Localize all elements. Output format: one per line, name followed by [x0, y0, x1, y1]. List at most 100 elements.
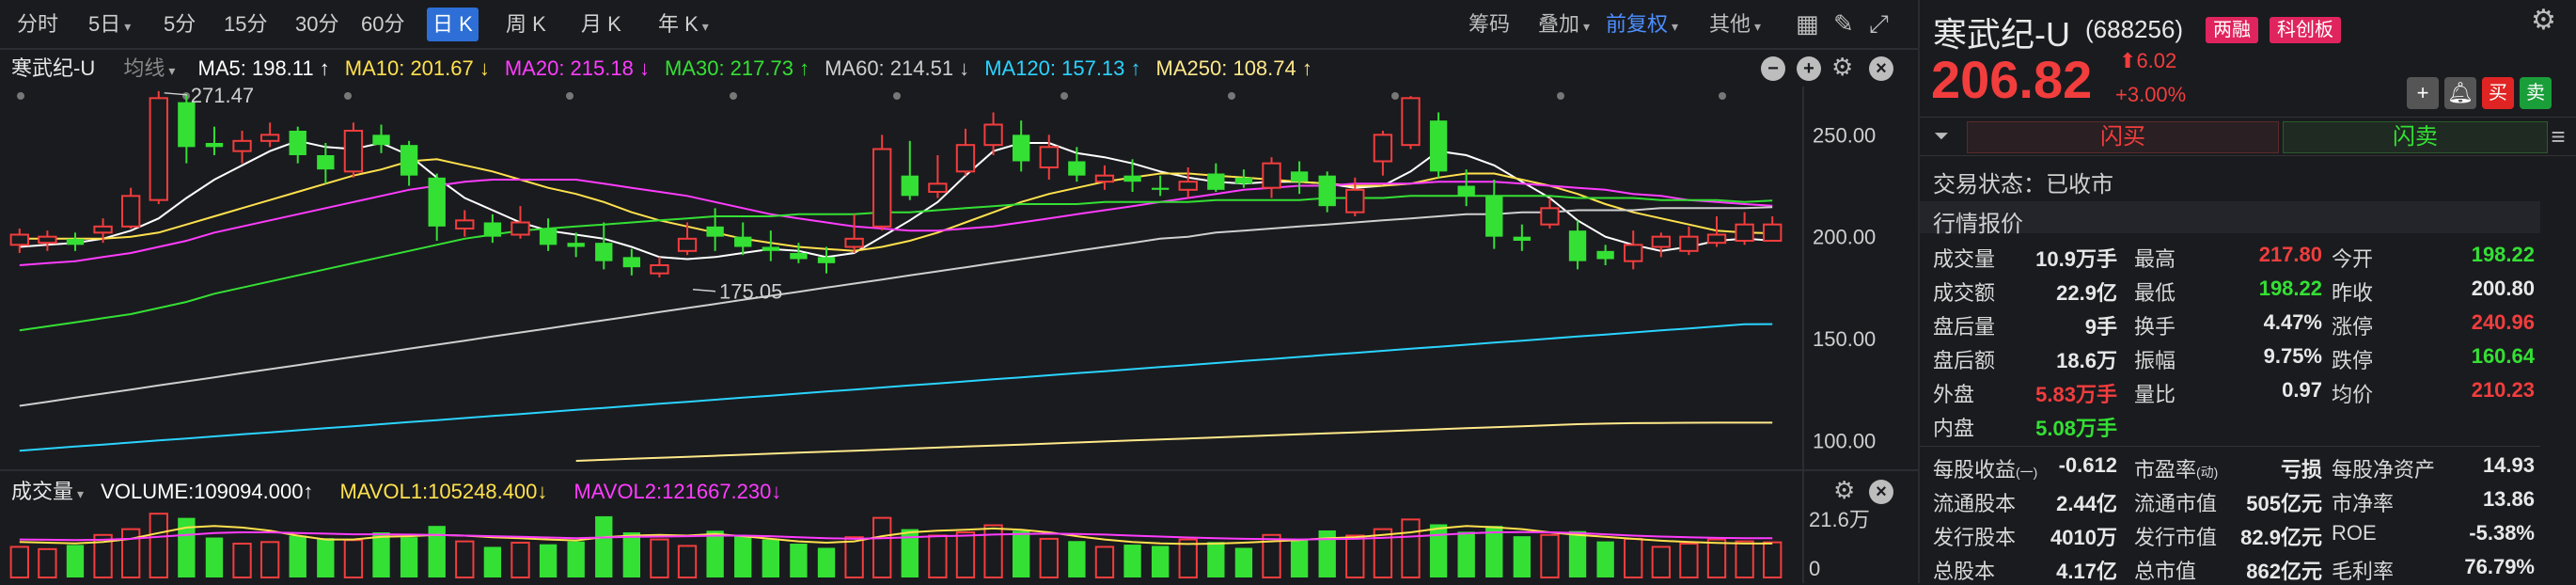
- finance-value: 14.93: [2482, 453, 2535, 477]
- event-dot: [1719, 92, 1726, 100]
- period-tab-4[interactable]: 30分: [295, 12, 339, 36]
- finance-value: -5.38%: [2469, 521, 2535, 545]
- finance-label: 总股本: [1933, 560, 1996, 583]
- quote-label: 跌停: [2332, 349, 2374, 372]
- price-change-pct: +3.00%: [2115, 83, 2187, 106]
- period-tab-1[interactable]: 5日 ▾: [88, 12, 132, 36]
- finance-label: 毛利率: [2332, 560, 2395, 583]
- ma-legend-item-1: MA10: 201.67 ↓: [344, 56, 490, 80]
- candle-body: [93, 225, 113, 234]
- volume-bar: [232, 543, 252, 578]
- close-chart-icon[interactable]: ×: [1869, 56, 1893, 81]
- candle-body: [455, 219, 475, 229]
- ma-line-ma5: [19, 139, 1773, 261]
- candle-body: [650, 264, 669, 275]
- panel-settings-gear-icon[interactable]: ⚙: [2531, 5, 2556, 36]
- trade-status: 交易状态：已收市: [1933, 172, 2113, 198]
- period-tab-6[interactable]: 日 K: [427, 8, 479, 41]
- volume-settings-gear-icon[interactable]: ⚙: [1833, 476, 1856, 504]
- finance-label: 发行股本: [1933, 526, 2017, 549]
- zoom-in-icon[interactable]: +: [1797, 56, 1821, 81]
- volume-bar: [622, 532, 641, 577]
- toolbar-option-2[interactable]: 前复权 ▾: [1606, 12, 1679, 36]
- vol-legend-item-1: MAVOL1:105248.400↓: [339, 480, 548, 503]
- finance-label: 流通股本: [1933, 492, 2017, 515]
- ma-line-ma20: [19, 179, 1773, 266]
- period-toolbar: 分时 5日 ▾ 5分 15分 30分 60分日 K 周 K 月 K 年 K ▾ 筹码 叠加 ▾ 前复权 ▾ 其他…: [0, 0, 1918, 49]
- buy-button[interactable]: 买: [2482, 77, 2514, 109]
- sell-button[interactable]: 卖: [2520, 77, 2552, 109]
- chart-settings-gear-icon[interactable]: ⚙: [1831, 53, 1854, 81]
- flash-sell-button[interactable]: 闪卖: [2283, 121, 2548, 153]
- candle-body: [1318, 175, 1336, 207]
- close-volume-icon[interactable]: ×: [1869, 480, 1893, 504]
- collapse-icon[interactable]: ⏷: [1934, 126, 1949, 147]
- toolbar-option-0[interactable]: 筹码: [1469, 12, 1511, 36]
- quote-panel: 寒武纪-U (688256) 两融 科创板 ⚙ 206.82 ⬆6.02 +3.…: [1918, 0, 2576, 583]
- flash-buy-button[interactable]: 闪买: [1967, 121, 2279, 153]
- candle-body: [595, 243, 613, 261]
- quote-value: 10.9万手: [2035, 247, 2117, 271]
- quote-label: 外盘: [1933, 383, 1975, 406]
- quote-value: 9手: [2084, 315, 2117, 339]
- volume-bar: [1262, 533, 1281, 578]
- finance-value: 4.17亿: [2056, 560, 2117, 583]
- kline-chart-area[interactable]: 100.00 150.00 200.00 250.00 271.47 175.05 21.6…: [0, 0, 1918, 583]
- stock-code: (688256): [2085, 15, 2184, 43]
- candle-body: [1262, 162, 1281, 189]
- y-tick-label: 100.00: [1813, 429, 1876, 452]
- period-tab-3[interactable]: 15分: [224, 12, 268, 36]
- period-tab-7[interactable]: 周 K: [506, 12, 546, 36]
- volume-bar: [1429, 524, 1448, 577]
- volume-bar: [428, 526, 446, 577]
- finance-label: 流通市值: [2134, 492, 2218, 515]
- toolbar-option-1[interactable]: 叠加 ▾: [1538, 12, 1591, 36]
- fullscreen-icon[interactable]: ⤢: [1869, 9, 1889, 38]
- candle-body: [232, 139, 252, 152]
- y-tick-label: 150.00: [1813, 327, 1876, 351]
- finance-value: 13.86: [2482, 487, 2535, 511]
- finance-label: 每股净资产: [2332, 458, 2436, 482]
- volume-legend: 成交量 ▾ VOLUME:109094.000↑ MAVOL1:105248.400…: [11, 476, 808, 508]
- draw-pen-icon[interactable]: ✎: [1833, 9, 1854, 38]
- volume-bar: [1290, 538, 1309, 577]
- quote-label: 量比: [2134, 383, 2176, 406]
- candle-body: [1735, 223, 1754, 243]
- finance-label: 发行市值: [2134, 526, 2218, 549]
- volume-bar: [1068, 541, 1086, 577]
- candle-body: [9, 233, 29, 246]
- grid-layout-icon[interactable]: ▦: [1796, 9, 1819, 38]
- add-watchlist-icon[interactable]: +: [2407, 77, 2439, 109]
- candle-body: [1068, 161, 1086, 176]
- quote-value: 0.97: [2282, 378, 2322, 402]
- indicator-mode-select[interactable]: 均线 ▾: [123, 56, 176, 80]
- period-tab-0[interactable]: 分时: [17, 12, 59, 36]
- volume-bar: [567, 541, 585, 577]
- period-tab-9[interactable]: 年 K ▾: [658, 12, 709, 36]
- candle-body: [289, 131, 306, 155]
- volume-bar: [1706, 538, 1727, 579]
- period-tab-2[interactable]: 5分: [164, 12, 196, 36]
- period-tab-8[interactable]: 月 K: [581, 12, 621, 36]
- volume-bar: [928, 534, 948, 578]
- ma-legend-item-6: MA250: 108.74 ↑: [1155, 56, 1312, 80]
- volume-indicator-select[interactable]: 成交量 ▾: [11, 480, 85, 503]
- volume-bar: [1012, 530, 1030, 577]
- kline-chart-svg[interactable]: 100.00 150.00 200.00 250.00 271.47 175.05 21.6…: [0, 0, 1918, 583]
- zoom-out-icon[interactable]: −: [1761, 56, 1785, 81]
- finance-label: 市净率: [2332, 492, 2395, 515]
- volume-bar: [259, 541, 280, 579]
- alert-bell-icon[interactable]: 🔔︎: [2444, 77, 2476, 109]
- quote-value: 5.83万手: [2035, 383, 2117, 406]
- toolbar-option-3[interactable]: 其他 ▾: [1709, 12, 1762, 36]
- candle-body: [1457, 185, 1475, 197]
- candle-body: [66, 238, 85, 245]
- candle-body: [1151, 187, 1170, 190]
- menu-icon[interactable]: ≡: [2551, 122, 2566, 150]
- annotation-label: 271.47: [191, 84, 254, 107]
- volume-tick-zero: 0: [1809, 557, 1820, 580]
- period-tab-5[interactable]: 60分: [361, 12, 405, 36]
- last-price: 206.82: [1931, 50, 2093, 109]
- volume-bar: [1568, 530, 1587, 577]
- candle-body: [1513, 236, 1531, 241]
